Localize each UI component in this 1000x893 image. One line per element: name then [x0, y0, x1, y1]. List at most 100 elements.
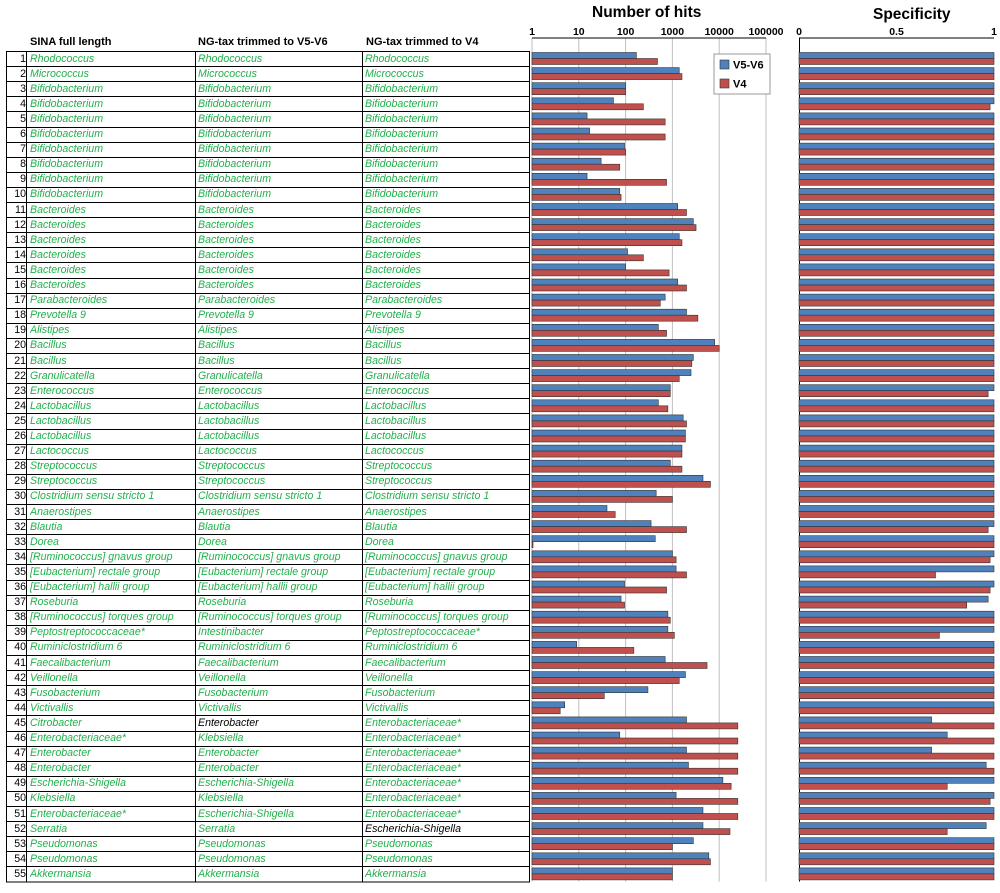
- table-row: 1 Rhodococcus Rhodococcus Rhodococcus: [6, 52, 530, 67]
- sina-genus: Bacillus: [30, 339, 67, 352]
- spec-bar-v4: [798, 88, 995, 95]
- hits-tick-label: 1: [529, 26, 535, 38]
- hits-bar-v5v6: [531, 263, 626, 271]
- hits-bar-v5v6: [531, 474, 704, 482]
- hits-bar-v4: [531, 284, 687, 292]
- sina-genus: Lactobacillus: [30, 414, 92, 427]
- spec-tick-label: 0: [796, 26, 802, 38]
- v5v6-genus: Dorea: [198, 535, 227, 548]
- hits-bar-v4: [531, 677, 680, 684]
- spec-bar-v5v6: [798, 112, 995, 120]
- spec-bar-v4: [798, 163, 995, 171]
- hits-bar-v4: [531, 843, 673, 851]
- table-row: 11 Bacteroides Bacteroides Bacteroides: [6, 203, 530, 218]
- row-number: 39: [14, 626, 26, 639]
- v4-genus: Micrococcus: [365, 67, 424, 80]
- spec-tick-label: 1: [991, 26, 997, 38]
- v5v6-genus: Rhodococcus: [198, 52, 263, 65]
- v4-genus: Streptococcus: [365, 475, 433, 488]
- table-row: 2 Micrococcus Micrococcus Micrococcus: [6, 67, 530, 82]
- hits-bar-v4: [531, 103, 644, 111]
- row-number: 48: [14, 762, 26, 775]
- hits-bar-v4: [531, 601, 625, 609]
- v5v6-genus: [Ruminococcus] gnavus group: [198, 550, 341, 563]
- table-row: 37 Roseburia Roseburia Roseburia: [6, 595, 530, 610]
- v4-genus: [Ruminococcus] gnavus group: [365, 550, 508, 563]
- spec-bar-v4: [798, 873, 995, 881]
- spec-bar-v5v6: [798, 776, 995, 784]
- spec-bar-v5v6: [798, 716, 932, 724]
- spec-bar-v4: [798, 662, 995, 669]
- v5v6-genus: Escherichia-Shigella: [198, 777, 294, 790]
- sina-genus: Bacteroides: [30, 233, 86, 246]
- v4-genus: Bifidobacterium: [365, 143, 439, 156]
- v5v6-genus: Enterobacter: [198, 747, 259, 760]
- spec-bar-v5v6: [798, 308, 995, 316]
- v5v6-genus: Parabacteroides: [198, 294, 276, 307]
- legend-label: V5-V6: [733, 60, 764, 72]
- hits-bar-v5v6: [531, 218, 694, 225]
- v5v6-genus: Bacillus: [198, 354, 235, 367]
- table-row: 8 Bifidobacterium Bifidobacterium Bifidobac…: [6, 157, 530, 172]
- row-number: 25: [14, 414, 26, 427]
- v4-genus: Lactobacillus: [365, 414, 427, 427]
- row-number: 32: [14, 520, 26, 533]
- hits-bar-v4: [531, 390, 671, 398]
- row-number: 35: [14, 565, 26, 578]
- row-number: 45: [14, 716, 26, 729]
- spec-bar-v5v6: [798, 867, 995, 875]
- row-number: 29: [14, 475, 26, 488]
- table-row: 32 Blautia Blautia Blautia: [6, 520, 530, 535]
- sina-genus: Bacteroides: [30, 218, 86, 231]
- v4-genus: Fusobacterium: [365, 686, 436, 699]
- v5v6-genus: Bifidobacterium: [198, 82, 272, 95]
- row-number: 47: [14, 747, 26, 760]
- v5v6-genus: Pseudomonas: [198, 837, 266, 850]
- v5v6-genus: Lactobacillus: [198, 430, 260, 442]
- spec-bar-v5v6: [798, 173, 995, 180]
- hits-bar-v5v6: [531, 248, 628, 256]
- table-row: 46 Enterobacteriaceae* Klebsiella Enterobac…: [6, 731, 530, 746]
- v5v6-genus: [Ruminococcus] torques group: [198, 611, 342, 624]
- row-number: 9: [20, 173, 26, 186]
- sina-genus: Enterococcus: [30, 384, 95, 397]
- spec-bar-v5v6: [798, 293, 995, 301]
- v4-genus: Lactobacillus: [365, 399, 427, 412]
- sina-genus: Bifidobacterium: [30, 143, 104, 156]
- table-row: 44 Victivallis Victivallis Victivallis: [6, 701, 530, 716]
- row-number: 36: [14, 581, 26, 593]
- spec-bar-v4: [798, 148, 995, 156]
- spec-bar-v5v6: [798, 641, 995, 648]
- spec-bar-v4: [798, 224, 995, 231]
- spec-bar-v5v6: [798, 625, 995, 633]
- table-row: 43 Fusobacterium Fusobacterium Fusobacteriu…: [6, 686, 530, 701]
- spec-bar-v4: [798, 465, 995, 473]
- v4-genus: Lactobacillus: [365, 430, 427, 442]
- spec-bar-v4: [798, 314, 995, 322]
- hits-bar-v4: [531, 239, 683, 246]
- table-row: 20 Bacillus Bacillus Bacillus: [6, 338, 530, 353]
- row-number: 17: [14, 294, 26, 307]
- spec-bar-v4: [798, 435, 995, 443]
- hits-bar-v4: [531, 375, 680, 382]
- hits-bar-v4: [531, 345, 720, 352]
- hits-bar-v5v6: [531, 761, 689, 769]
- v4-genus: Granulicatella: [365, 369, 430, 382]
- hits-bar-v4: [531, 722, 739, 730]
- v4-genus: Bifidobacterium: [365, 188, 439, 201]
- v5v6-genus: Victivallis: [198, 701, 242, 714]
- sina-genus: Anaerostipes: [30, 505, 92, 518]
- spec-bar-v4: [798, 782, 948, 790]
- spec-bar-v5v6: [798, 686, 995, 694]
- row-number: 44: [14, 701, 26, 714]
- row-number: 49: [14, 777, 26, 790]
- row-number: 53: [14, 837, 26, 850]
- hits-bar-v4: [531, 873, 673, 881]
- spec-bar-v4: [798, 118, 995, 126]
- hits-bar-v5v6: [531, 671, 686, 678]
- hits-bar-v4: [531, 692, 605, 700]
- hits-bar-v5v6: [531, 459, 671, 467]
- hits-bar-v4: [531, 329, 667, 337]
- row-number: 15: [14, 263, 26, 276]
- v5v6-genus: Clostridium sensu stricto 1: [198, 490, 323, 503]
